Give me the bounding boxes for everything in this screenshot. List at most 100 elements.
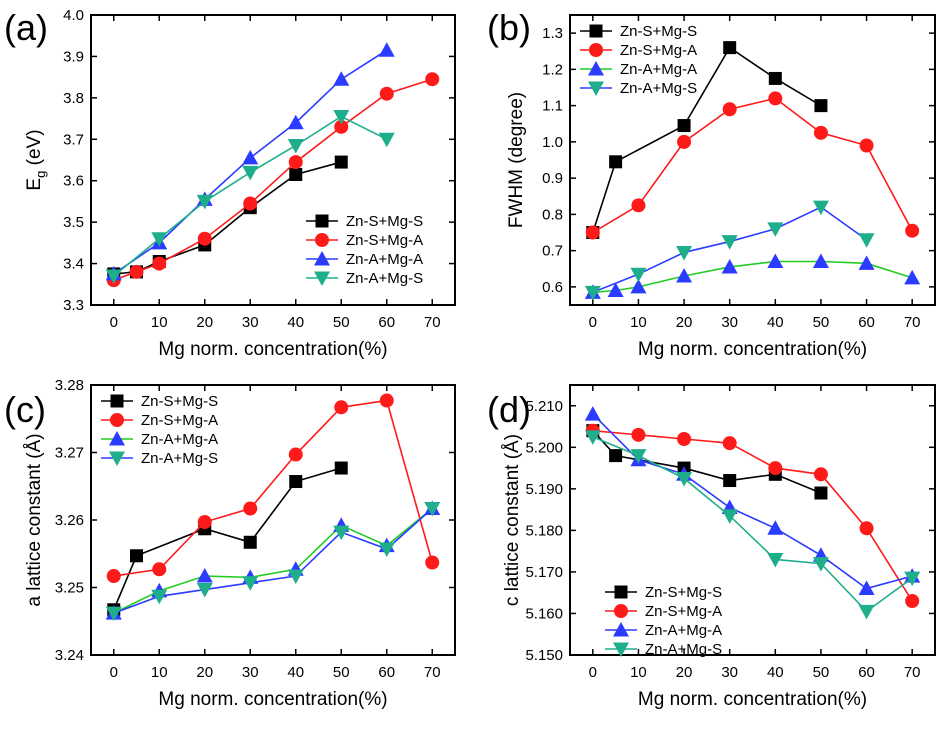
legend-marker <box>314 251 330 266</box>
legend: Zn-S+Mg-S Zn-S+Mg-A Zn-A+Mg-A Zn-A+Mg-S <box>101 393 218 467</box>
y-tick-label: 0.9 <box>542 170 563 187</box>
data-point <box>424 502 441 517</box>
y-tick-label: 3.5 <box>63 214 84 231</box>
y-tick-label: 3.24 <box>55 647 84 664</box>
series-line <box>592 413 913 590</box>
x-tick-label: 60 <box>378 664 395 681</box>
y-tick-label: 5.210 <box>525 398 563 415</box>
data-point <box>768 461 783 476</box>
data-point <box>129 264 144 279</box>
legend: Zn-S+Mg-S Zn-S+Mg-A Zn-A+Mg-A Zn-A+Mg-S <box>580 23 697 97</box>
series-line <box>592 206 868 294</box>
legend-label: Zn-A+Mg-S <box>645 641 722 658</box>
series-line <box>592 97 913 234</box>
data-point <box>814 99 828 113</box>
plot-frame <box>569 14 936 306</box>
legend-label: Zn-A+Mg-A <box>346 251 423 268</box>
data-point <box>858 233 875 248</box>
y-tick-label: 3.26 <box>55 512 84 529</box>
legend-marker <box>109 451 125 466</box>
legend: Zn-S+Mg-S Zn-S+Mg-A Zn-A+Mg-A Zn-A+Mg-S <box>306 213 423 287</box>
data-point <box>333 71 350 86</box>
data-point <box>379 86 394 101</box>
data-point <box>609 155 623 169</box>
data-point <box>378 42 395 57</box>
y-tick-label: 5.160 <box>525 605 563 622</box>
data-point <box>721 258 738 274</box>
series-zn-a-mg-a <box>584 253 921 299</box>
panel-label: (d) <box>487 389 531 430</box>
legend-label: Zn-A+Mg-A <box>620 61 697 78</box>
legend-label: Zn-A+Mg-S <box>141 450 218 467</box>
data-point <box>812 557 829 572</box>
data-point <box>379 393 394 408</box>
data-point <box>243 501 258 516</box>
x-tick-label: 0 <box>110 314 118 331</box>
data-point <box>630 449 647 464</box>
y-tick-label: 5.150 <box>525 647 563 664</box>
x-tick-label: 40 <box>287 664 304 681</box>
data-point <box>287 139 304 154</box>
data-point <box>333 110 350 125</box>
legend-marker <box>109 431 125 446</box>
data-point <box>197 515 212 530</box>
data-point <box>584 285 601 301</box>
legend-label: Zn-S+Mg-S <box>620 23 697 40</box>
y-tick-label: 0.6 <box>542 279 563 296</box>
data-point <box>152 562 167 577</box>
legend-marker <box>613 642 629 657</box>
x-tick-label: 60 <box>378 314 395 331</box>
x-tick-label: 60 <box>858 314 875 331</box>
data-point <box>105 269 122 284</box>
x-tick-label: 50 <box>813 314 830 331</box>
data-point <box>676 245 693 261</box>
data-point <box>609 449 623 463</box>
x-axis-title: Mg norm. concentration(%) <box>158 689 387 710</box>
series-zn-a-mg-s <box>105 502 441 622</box>
x-tick-label: 70 <box>424 664 441 681</box>
data-point <box>723 474 737 488</box>
data-point <box>607 282 624 297</box>
x-tick-label: 40 <box>767 314 784 331</box>
y-tick-label: 3.7 <box>63 131 84 148</box>
data-point <box>677 119 691 133</box>
y-axis-title: FWHM (degree) <box>506 92 527 228</box>
series-zn-s-mg-a <box>106 72 440 288</box>
x-tick-label: 30 <box>242 314 259 331</box>
data-point <box>334 461 348 475</box>
x-tick-label: 10 <box>151 664 168 681</box>
data-point <box>676 471 693 487</box>
series-line <box>113 78 433 281</box>
plot-frame <box>90 14 456 306</box>
legend-marker <box>589 24 603 38</box>
legend-marker <box>110 394 124 408</box>
data-point <box>631 427 646 442</box>
data-point <box>813 467 828 482</box>
series-line <box>592 429 913 602</box>
y-tick-label: 1.3 <box>542 25 563 42</box>
data-point <box>814 486 828 500</box>
legend-label: Zn-A+Mg-A <box>141 431 218 448</box>
data-point <box>767 222 784 237</box>
data-point <box>288 447 303 462</box>
y-tick-label: 3.9 <box>63 48 84 65</box>
plot-frame <box>569 384 936 656</box>
data-point <box>334 119 349 134</box>
data-point <box>106 569 121 584</box>
x-tick-label: 20 <box>196 314 213 331</box>
data-point <box>584 430 601 445</box>
data-point <box>812 253 829 268</box>
data-point <box>425 72 440 87</box>
data-point <box>905 223 920 238</box>
panel-label: (c) <box>4 389 46 430</box>
x-tick-label: 70 <box>904 664 921 681</box>
y-tick-label: 0.7 <box>542 243 563 260</box>
data-point <box>130 549 143 563</box>
y-tick-label: 5.180 <box>525 522 563 539</box>
legend-label: Zn-S+Mg-S <box>645 584 722 601</box>
chart-panel-c: (c) 0 10 20 30 40 50 60 70 3.24 3.25 3.26 3.27 3.28 Mg… <box>4 377 456 710</box>
data-point <box>630 278 647 294</box>
y-tick-label: 3.3 <box>63 297 84 314</box>
x-tick-label: 0 <box>589 664 597 681</box>
